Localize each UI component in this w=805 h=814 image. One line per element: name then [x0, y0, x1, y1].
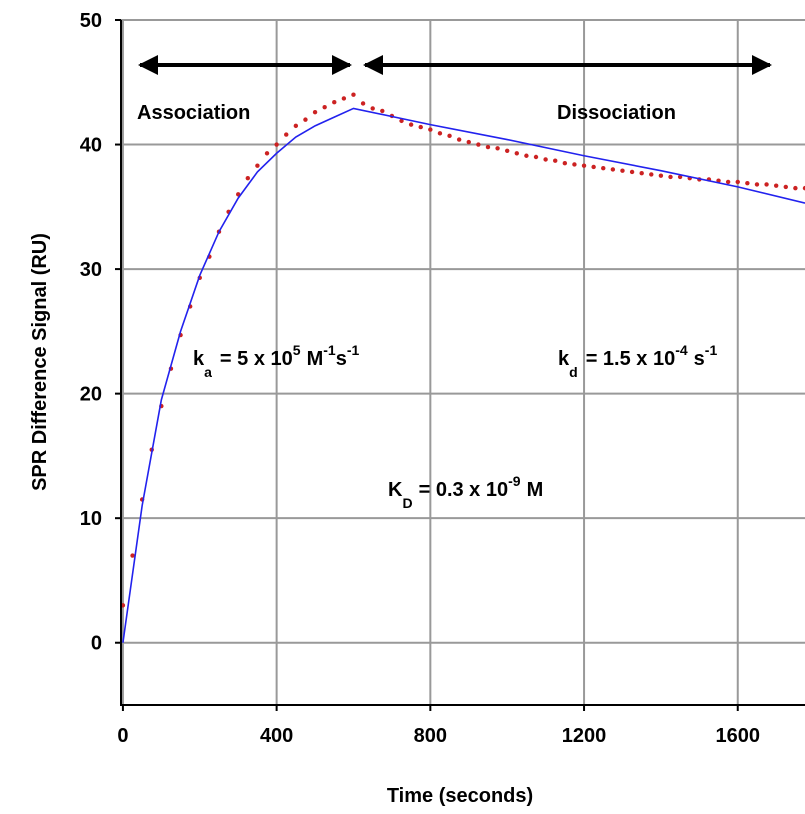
data-point: [303, 117, 308, 122]
data-point: [639, 170, 644, 176]
ka-unit2-exponent: -1: [347, 342, 360, 358]
data-point: [514, 151, 519, 156]
kd-unit: s: [694, 348, 705, 370]
x-axis-title: Time (seconds): [387, 785, 533, 807]
data-point: [264, 151, 270, 156]
y-tick-label: 30: [80, 259, 102, 281]
data-point: [466, 139, 471, 145]
ka-unit-exponent: -1: [323, 342, 336, 358]
kd-label: kd = 1.5 x 10-4 s-1: [558, 342, 717, 380]
x-tick-label: 800: [414, 725, 447, 747]
data-point: [293, 123, 299, 129]
KD-symbol: K: [388, 479, 403, 501]
ka-subscript: a: [204, 364, 212, 380]
ka-exponent: 5: [293, 342, 301, 358]
fit-line: [122, 107, 805, 643]
ka-symbol: k: [193, 348, 205, 370]
KD-unit: M: [527, 479, 544, 501]
data-point: [581, 163, 587, 168]
y-tick-label: 10: [80, 508, 102, 530]
grid: [121, 19, 805, 705]
ka-unit2: s: [336, 348, 347, 370]
data-point: [380, 108, 385, 114]
ka-label: ka= 5 x 105 M-1s-1: [193, 342, 359, 380]
data-point: [773, 183, 779, 188]
data-point: [360, 101, 366, 106]
x-tick-label: 1600: [716, 725, 761, 747]
kd-unit-exponent: -1: [705, 342, 718, 358]
data-point: [284, 132, 289, 137]
ka-value: = 5 x 10: [220, 348, 293, 370]
data-point: [351, 92, 356, 97]
data-point: [456, 137, 462, 142]
data-point: [572, 162, 577, 167]
data-point: [601, 166, 606, 171]
y-tick-label: 0: [91, 633, 102, 655]
y-tick-label: 40: [80, 135, 102, 157]
kd-symbol: k: [558, 348, 570, 370]
data-point: [428, 127, 433, 132]
KD-label: KD = 0.3 x 10-9 M: [388, 473, 543, 511]
data-point: [322, 104, 327, 110]
data-point: [802, 185, 805, 191]
x-tick-label: 1200: [562, 725, 607, 747]
KD-value: = 0.3 x 10: [419, 479, 509, 501]
x-tick-label: 400: [260, 725, 293, 747]
plot-area: [120, 92, 805, 643]
data-point: [370, 106, 375, 111]
data-point: [677, 174, 683, 180]
y-tick-label: 20: [80, 384, 102, 406]
KD-subscript: D: [402, 495, 412, 511]
data-point: [610, 167, 616, 172]
data-point: [341, 96, 347, 101]
data-point: [793, 185, 798, 191]
data-point: [658, 173, 664, 178]
ka-unit: M: [307, 348, 324, 370]
data-point: [524, 153, 529, 158]
data-point: [130, 553, 135, 558]
data-point: [754, 182, 760, 187]
data-point: [725, 179, 731, 185]
data-point: [504, 148, 510, 153]
y-axis-title: SPR Difference Signal (RU): [29, 233, 51, 491]
data-point: [399, 118, 404, 124]
data-point: [447, 133, 452, 139]
data-point: [255, 163, 260, 168]
data-point: [716, 178, 721, 183]
data-point: [543, 157, 548, 162]
data-point: [485, 144, 491, 150]
data-point: [495, 146, 500, 151]
KD-exponent: -9: [508, 473, 521, 489]
x-tick-label: 0: [117, 725, 128, 747]
data-point: [783, 184, 788, 190]
data-point: [332, 100, 337, 105]
data-point: [437, 131, 443, 136]
dissociation-label: Dissociation: [557, 102, 676, 124]
data-point: [245, 175, 251, 181]
data-point: [418, 124, 423, 130]
data-point: [312, 109, 318, 115]
data-point: [764, 182, 769, 187]
association-label: Association: [137, 102, 250, 124]
data-point: [629, 169, 635, 175]
data-point: [476, 142, 481, 147]
data-point: [620, 168, 625, 173]
data-point: [745, 180, 750, 186]
data-point: [591, 164, 596, 170]
data-point: [562, 161, 568, 166]
data-point: [553, 158, 558, 163]
kd-exponent: -4: [675, 342, 688, 358]
data-point: [408, 122, 414, 127]
data-point: [735, 179, 740, 185]
data-point: [668, 174, 673, 180]
data-point: [274, 142, 279, 147]
data-point: [649, 172, 654, 177]
data-point: [533, 154, 539, 160]
kd-value: = 1.5 x 10: [586, 348, 676, 370]
y-tick-label: 50: [80, 10, 102, 32]
kd-subscript: d: [569, 364, 578, 380]
